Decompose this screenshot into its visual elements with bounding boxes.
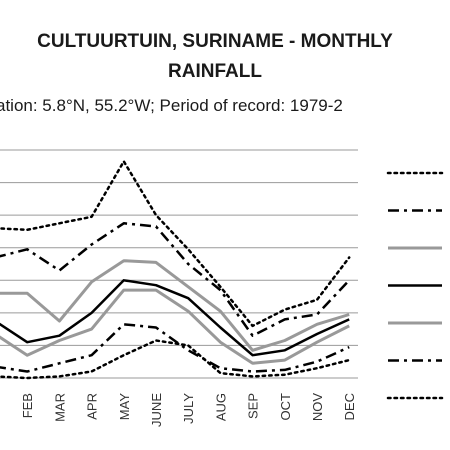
series-line-1 [0, 160, 351, 328]
x-tick-label: JULY [181, 393, 196, 424]
series-line-4 [0, 279, 350, 357]
series-line-2 [0, 222, 351, 337]
x-tick-label: FEB [20, 393, 35, 418]
x-tick-label: AUG [213, 393, 228, 421]
legend [386, 171, 444, 400]
x-tick-label: JAN [0, 393, 3, 418]
chart-subtitle: ation: 5.8°N, 55.2°W; Period of record: … [0, 96, 343, 115]
x-tick-label: OCT [278, 393, 293, 421]
chart-title-line-1: CULTUURTUIN, SURINAME - MONTHLY [37, 31, 393, 52]
series-line-6 [0, 323, 350, 373]
x-tick-label: NOV [310, 393, 325, 422]
x-tick-label: DEC [342, 393, 357, 420]
x-tick-label: SEP [246, 393, 261, 419]
chart-title-line-2: RAINFALL [168, 61, 262, 82]
x-tick-label: APR [85, 393, 100, 420]
series-line-3 [0, 259, 350, 352]
x-tick-label: MAY [117, 393, 132, 421]
x-tick-label: JUNE [149, 393, 164, 427]
series-line-5 [0, 288, 350, 365]
series-line-7 [0, 339, 351, 380]
gridlines [0, 149, 358, 379]
series-lines [0, 160, 351, 380]
x-axis-tick-labels: JAN FEB MAR APR MAY JUNE JULY AUG SEP OCT NOV DEC [0, 393, 357, 427]
x-tick-label: MAR [52, 393, 67, 422]
